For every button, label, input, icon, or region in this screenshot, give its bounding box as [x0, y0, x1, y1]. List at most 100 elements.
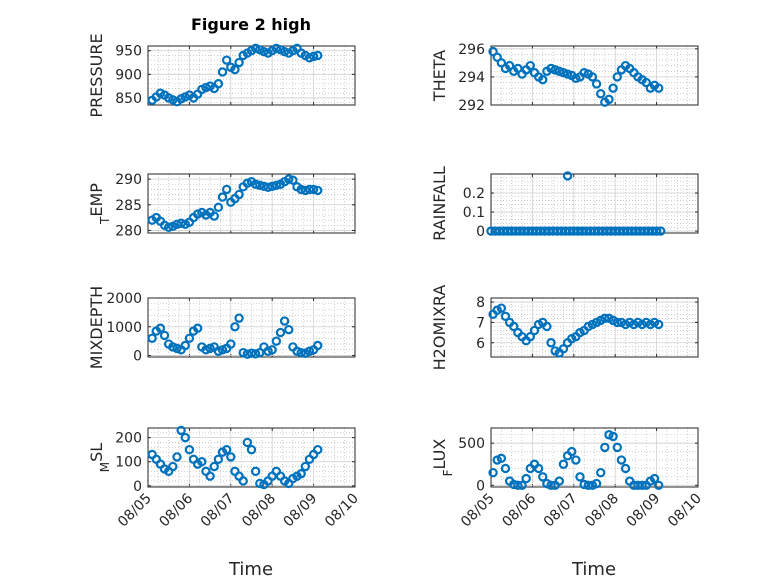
data-point	[562, 171, 573, 181]
data-point	[313, 50, 323, 61]
data-point	[159, 330, 170, 341]
data-point	[242, 437, 253, 448]
data-point	[608, 83, 618, 93]
data-point	[546, 338, 556, 348]
data-point	[267, 181, 277, 192]
data-point	[612, 317, 622, 328]
data-point	[649, 473, 660, 484]
data-point	[180, 340, 190, 351]
data-point	[213, 79, 224, 89]
y-tick-label: 850	[115, 91, 142, 107]
y-tick-label: 950	[115, 44, 142, 60]
data-point	[308, 184, 319, 195]
data-point	[226, 452, 236, 462]
y-tick-label: 0	[133, 479, 142, 495]
y-tick-label: 280	[115, 223, 142, 239]
series-theta	[488, 46, 664, 107]
y-tick-label: 0.2	[463, 186, 485, 202]
data-point	[538, 472, 548, 482]
data-point	[168, 461, 178, 472]
x-tick-label: 08/07	[198, 491, 238, 531]
data-point	[155, 323, 166, 333]
data-point	[500, 463, 511, 474]
data-point	[271, 180, 282, 190]
data-point	[558, 459, 569, 469]
y-tick-label: 292	[458, 98, 485, 114]
x-tick-label: 08/06	[499, 490, 539, 530]
y-tick-label: 0	[476, 224, 485, 240]
series-sun_flux	[488, 430, 664, 491]
data-point	[517, 480, 527, 491]
data-point	[554, 476, 565, 486]
data-point	[205, 471, 215, 481]
data-point	[284, 324, 294, 335]
data-point	[596, 467, 606, 478]
y-axis-label: RAINFALL	[430, 166, 449, 241]
data-point	[500, 311, 511, 322]
data-point	[172, 452, 182, 462]
data-point	[571, 455, 581, 465]
y-tick-label: 6	[476, 336, 485, 352]
subplot-rainfall: 0 0.1 0.2 RAINFALL	[430, 166, 699, 241]
data-point	[608, 431, 618, 442]
subplot-h2omixra: 6 7 8 H2OMIXRA	[430, 285, 699, 371]
data-point	[496, 303, 507, 313]
data-point	[521, 473, 531, 484]
y-tick-label: 1000	[106, 320, 142, 336]
data-point	[217, 192, 228, 202]
data-point	[533, 463, 544, 474]
data-point	[184, 333, 195, 343]
y-axis-label: THETA	[430, 50, 449, 102]
data-point	[308, 51, 319, 62]
data-point	[313, 185, 323, 196]
axes-border	[147, 427, 356, 488]
y-axis-label: H2OMIXRA	[430, 285, 449, 371]
data-point	[226, 339, 236, 349]
x-axis-label-right: Time	[571, 559, 616, 580]
x-tick-label: 08/09	[624, 491, 664, 531]
y-tick-label: 294	[458, 70, 485, 86]
data-point	[300, 185, 311, 196]
subplot-grid: 850 900 950 PRESSURE 292 294 296 THETA 280 285 290…	[87, 33, 705, 530]
data-point	[267, 345, 277, 355]
data-point	[591, 478, 602, 489]
data-point	[653, 480, 664, 491]
data-point	[263, 182, 273, 193]
data-point	[579, 479, 589, 490]
axes-border	[147, 45, 356, 106]
data-point	[296, 469, 306, 479]
x-tick-label: 08/05	[115, 491, 155, 531]
data-point	[304, 184, 315, 195]
data-point	[284, 174, 294, 184]
data-point	[558, 344, 569, 354]
data-point	[313, 340, 323, 351]
data-point	[525, 60, 536, 71]
data-point	[575, 472, 585, 482]
series-h2omixra	[488, 303, 664, 358]
x-axis-label-left: Time	[228, 559, 273, 580]
data-point	[192, 323, 203, 333]
data-point	[637, 480, 647, 491]
data-point	[180, 432, 190, 443]
data-point	[230, 64, 240, 75]
data-point	[230, 322, 240, 332]
data-point	[587, 72, 598, 82]
series-terr_msl	[147, 425, 323, 490]
data-point	[250, 466, 261, 477]
x-tick-label: 08/10	[322, 491, 362, 531]
data-point	[221, 444, 232, 455]
data-point	[651, 226, 662, 236]
data-point	[509, 321, 519, 332]
data-point	[209, 211, 219, 221]
x-tick-label: 08/07	[541, 491, 581, 531]
data-point	[288, 175, 298, 185]
data-point	[234, 57, 244, 68]
data-point	[583, 480, 593, 491]
x-tick-label: 08/08	[582, 491, 622, 531]
series-mixdepth	[147, 313, 323, 359]
axes-border	[490, 45, 699, 106]
data-point	[313, 444, 323, 455]
data-point	[513, 480, 523, 491]
data-point	[656, 226, 666, 236]
